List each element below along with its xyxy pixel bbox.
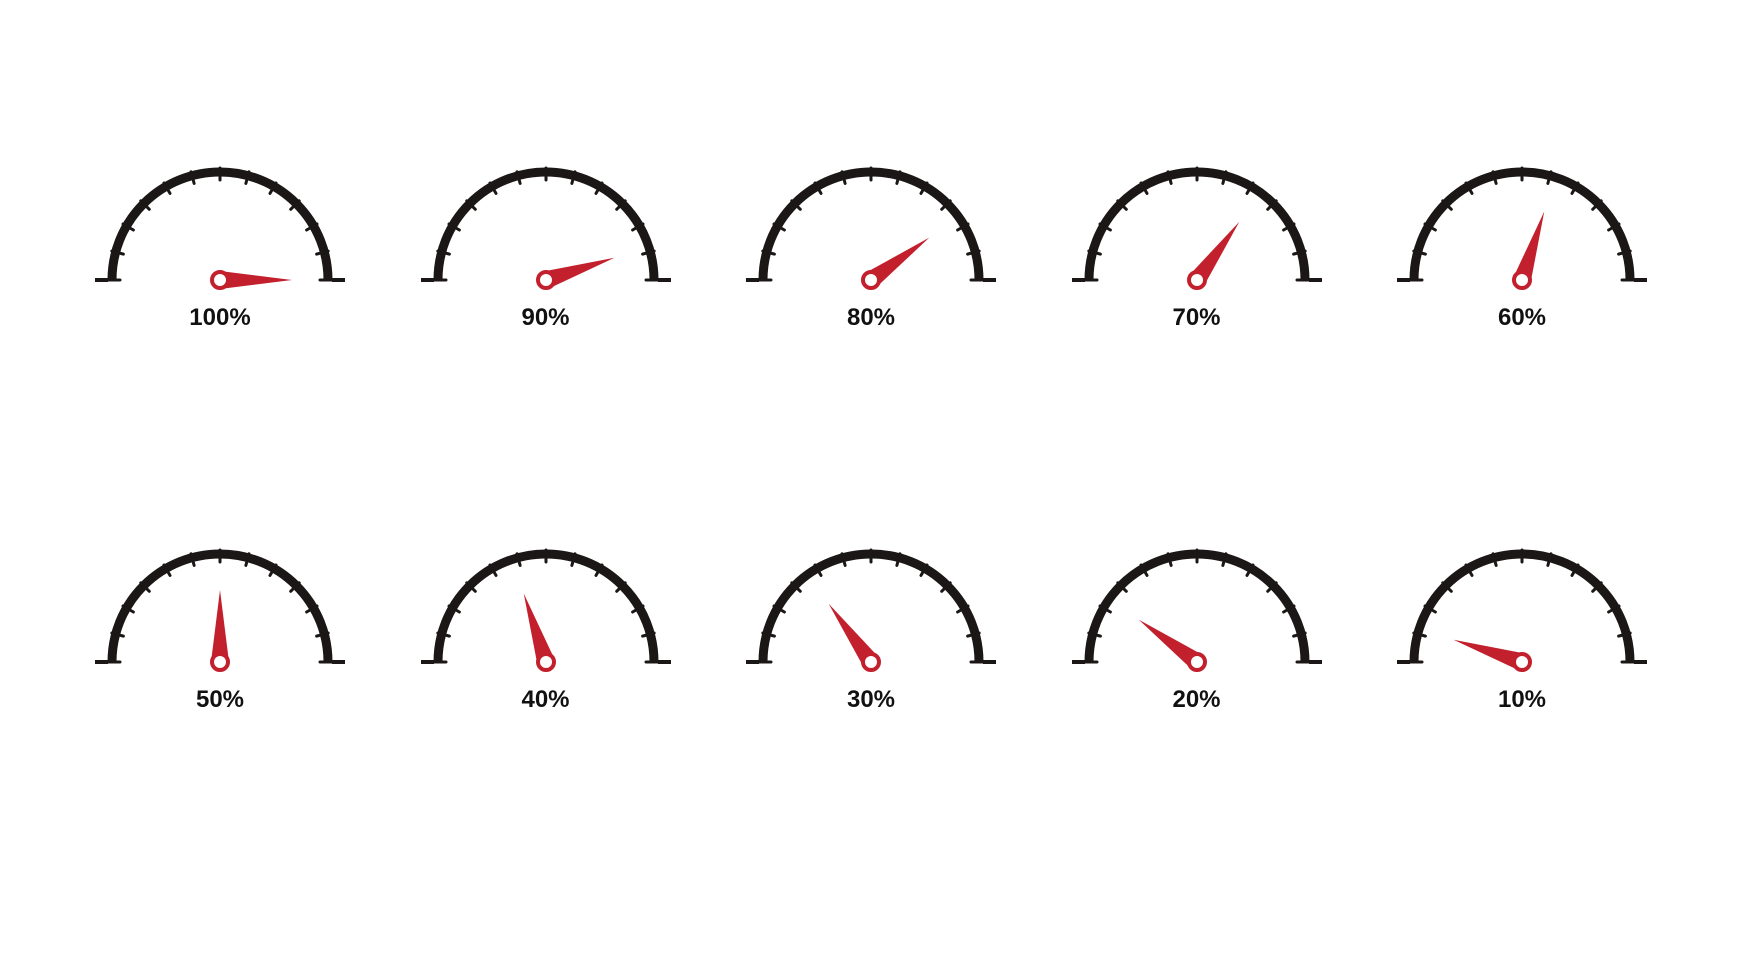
gauge-arc — [1089, 554, 1305, 662]
gauge-arc — [1089, 172, 1305, 280]
gauge-icon — [1072, 150, 1322, 290]
gauge-cell: 10% — [1382, 532, 1662, 714]
gauge-arc — [763, 554, 979, 662]
gauge-label: 90% — [521, 304, 569, 332]
gauge-label: 10% — [1498, 686, 1546, 714]
gauge-cell: 80% — [731, 150, 1011, 332]
gauge-cell: 70% — [1057, 150, 1337, 332]
gauge-hub — [1189, 272, 1205, 288]
gauge-arc — [438, 172, 654, 280]
gauge-label: 40% — [521, 686, 569, 714]
gauge-icon — [746, 532, 996, 672]
gauge-grid: 100% 90% 80% 70% 60% 50% 40% 30% 20% 10% — [80, 150, 1662, 714]
gauge-label: 30% — [847, 686, 895, 714]
gauge-cell: 90% — [406, 150, 686, 332]
gauge-hub — [863, 272, 879, 288]
gauge-cell: 40% — [406, 532, 686, 714]
gauge-needle — [220, 271, 292, 289]
gauge-cell: 100% — [80, 150, 360, 332]
gauge-label: 80% — [847, 304, 895, 332]
gauge-hub — [863, 654, 879, 670]
gauge-icon — [95, 150, 345, 290]
gauge-icon — [421, 150, 671, 290]
gauge-hub — [212, 272, 228, 288]
gauge-icon — [746, 150, 996, 290]
gauge-icon — [1397, 532, 1647, 672]
gauge-cell: 30% — [731, 532, 1011, 714]
gauge-label: 20% — [1172, 686, 1220, 714]
gauge-hub — [1514, 654, 1530, 670]
gauge-arc — [763, 172, 979, 280]
gauge-label: 60% — [1498, 304, 1546, 332]
gauge-icon — [421, 532, 671, 672]
gauge-hub — [1514, 272, 1530, 288]
gauge-arc — [112, 172, 328, 280]
gauge-cell: 50% — [80, 532, 360, 714]
gauge-hub — [538, 272, 554, 288]
gauge-hub — [1189, 654, 1205, 670]
gauge-hub — [538, 654, 554, 670]
gauge-icon — [1397, 150, 1647, 290]
gauge-label: 100% — [189, 304, 250, 332]
gauge-label: 70% — [1172, 304, 1220, 332]
gauge-icon — [1072, 532, 1322, 672]
gauge-icon — [95, 532, 345, 672]
gauge-label: 50% — [196, 686, 244, 714]
gauge-arc — [1414, 554, 1630, 662]
gauge-cell: 60% — [1382, 150, 1662, 332]
gauge-hub — [212, 654, 228, 670]
gauge-needle — [211, 590, 229, 662]
gauge-cell: 20% — [1057, 532, 1337, 714]
